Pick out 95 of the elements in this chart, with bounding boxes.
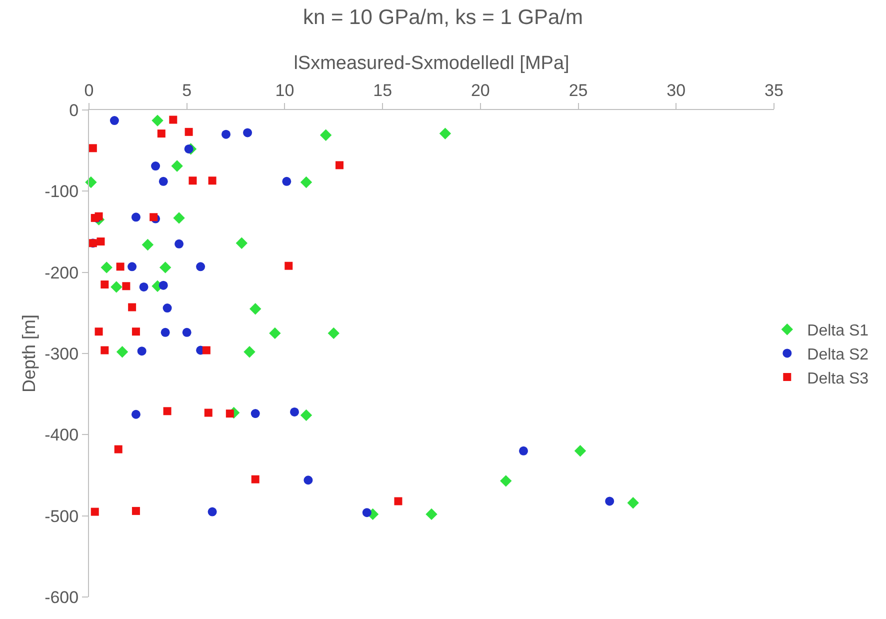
x-tick-label: 25 (568, 81, 588, 100)
point (250, 409, 260, 418)
point (282, 176, 292, 186)
point (94, 212, 103, 220)
point (208, 507, 217, 516)
point (244, 346, 256, 358)
point (131, 410, 140, 419)
point (222, 130, 230, 139)
point (132, 328, 140, 336)
point (182, 328, 192, 337)
point (150, 213, 158, 222)
point (304, 476, 313, 485)
chart-title: kn = 10 GPa/m, ks = 1 GPa/m (302, 6, 584, 29)
point (162, 304, 172, 313)
point (159, 262, 172, 274)
point (188, 176, 197, 185)
y-tick-label: 0 (69, 100, 79, 120)
point (208, 176, 216, 185)
point (132, 506, 140, 515)
point (142, 238, 154, 251)
x-tick-label: 15 (373, 81, 392, 100)
point (96, 237, 105, 246)
point (100, 262, 112, 274)
point (171, 160, 183, 172)
point (174, 239, 184, 248)
point (320, 129, 332, 142)
point (116, 262, 124, 271)
point (500, 475, 512, 487)
point (250, 303, 262, 315)
point (131, 212, 140, 222)
point (394, 497, 402, 506)
point (290, 407, 299, 416)
point (94, 328, 103, 336)
point (137, 346, 146, 356)
point (184, 144, 194, 154)
legend-label: Delta S3 (807, 370, 869, 388)
point (426, 508, 438, 520)
point (128, 262, 137, 272)
x-tick-label: 10 (275, 81, 294, 100)
y-tick-label: -600 (44, 588, 79, 607)
point (160, 328, 170, 337)
point (284, 262, 293, 270)
point (204, 408, 212, 417)
point (243, 128, 252, 138)
point (169, 116, 178, 124)
y-tick-label: -400 (44, 426, 79, 445)
point (100, 346, 109, 354)
point (605, 496, 614, 506)
x-tick-label: 35 (764, 81, 784, 100)
point (300, 176, 312, 188)
y-tick-label: -300 (44, 344, 79, 364)
x-tick-label: 20 (470, 81, 490, 100)
point (116, 346, 128, 358)
y-tick-label: -100 (44, 182, 79, 202)
point (236, 237, 248, 249)
x-axis-title: lSxmeasured-Sxmodelledl [MPa] (294, 53, 570, 74)
x-tick-label: 5 (182, 81, 192, 100)
x-tick-label: 0 (84, 81, 94, 100)
point (226, 410, 234, 418)
point (362, 508, 372, 518)
point (300, 409, 312, 422)
point (439, 128, 452, 140)
y-tick-label: -200 (44, 263, 79, 282)
point (90, 508, 99, 516)
legend-label: Delta S1 (807, 322, 869, 340)
point (139, 282, 148, 292)
point (100, 280, 109, 289)
point (518, 446, 528, 456)
point (157, 130, 166, 138)
point (163, 407, 172, 416)
point (151, 162, 160, 171)
point (574, 445, 586, 457)
point (152, 114, 164, 126)
point (122, 282, 130, 290)
point (328, 327, 340, 340)
point (336, 161, 344, 170)
y-axis-title: Depth [m] (18, 314, 39, 393)
point (173, 212, 185, 224)
y-tick-label: -500 (44, 506, 79, 526)
point (114, 445, 122, 454)
point (202, 346, 210, 354)
x-tick-label: 30 (666, 81, 686, 100)
point (110, 281, 122, 293)
point (158, 280, 168, 290)
point (88, 144, 97, 152)
point (85, 176, 97, 188)
point (196, 262, 206, 272)
point (251, 475, 260, 484)
point (269, 327, 281, 340)
point (110, 116, 119, 126)
point (158, 176, 168, 186)
point (627, 497, 639, 509)
point (184, 128, 193, 136)
legend-label: Delta S2 (807, 346, 869, 364)
point (128, 303, 136, 312)
